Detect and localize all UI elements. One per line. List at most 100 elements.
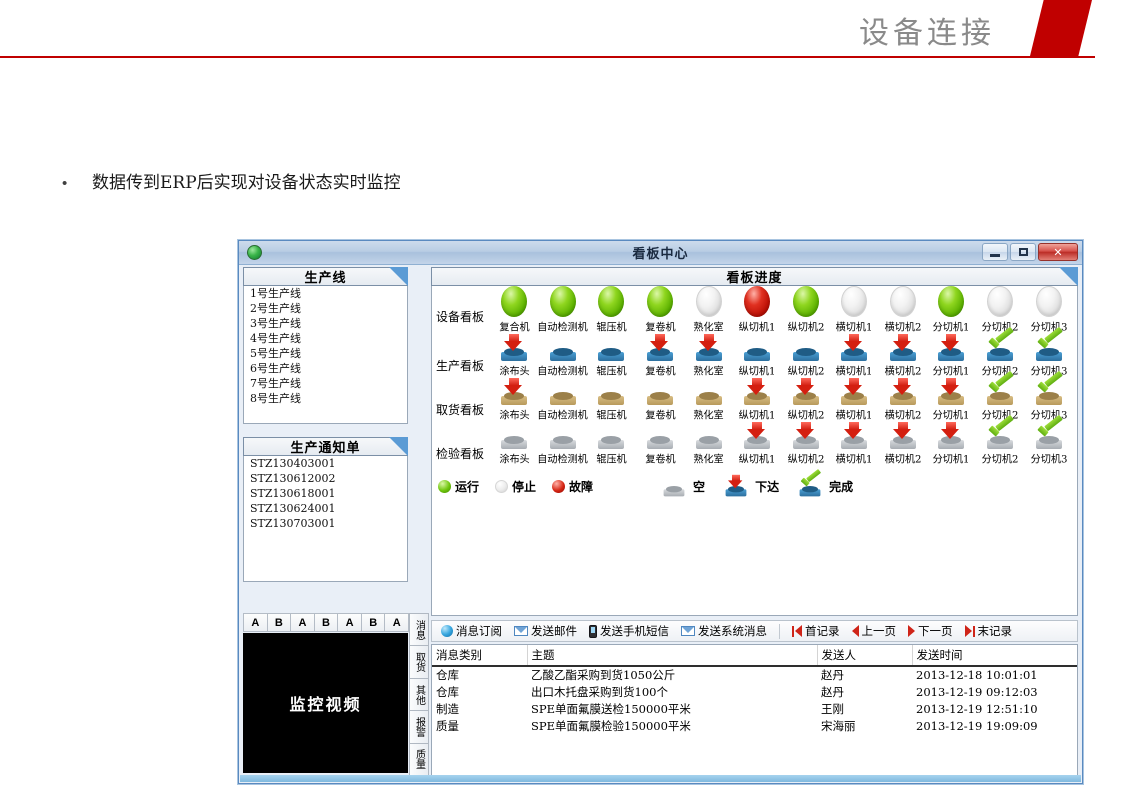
kanban-station-cell[interactable]: 纵切机1: [733, 378, 782, 423]
kanban-station-cell[interactable]: 熟化室: [684, 379, 733, 423]
kanban-station-cell[interactable]: 纵切机2: [781, 286, 830, 335]
table-row[interactable]: 质量 SPE单面氟膜检验150000平米 宋海丽 2013-12-19 19:09:0…: [432, 718, 1077, 735]
camera-channel-button[interactable]: A: [243, 613, 268, 632]
camera-channel-button[interactable]: A: [337, 613, 362, 632]
prev-page-label: 上一页: [861, 624, 897, 638]
camera-channel-button[interactable]: B: [266, 613, 292, 632]
camera-channel-button[interactable]: B: [313, 613, 339, 632]
maximize-button[interactable]: [1010, 243, 1036, 261]
kanban-station-cell[interactable]: 分切机1: [927, 378, 976, 423]
column-header-sender[interactable]: 发送人: [817, 645, 913, 667]
list-item[interactable]: STZ130703001: [250, 517, 336, 530]
vertical-tab[interactable]: 报警: [409, 710, 429, 744]
table-row[interactable]: 仓库 出口木托盘采购到货100个 赵丹 2013-12-19 09:12:03: [432, 684, 1077, 701]
minimize-button[interactable]: [982, 243, 1008, 261]
surveillance-video-panel[interactable]: 监控视频: [243, 633, 408, 773]
kanban-station-cell[interactable]: 自动检测机: [538, 335, 588, 379]
kanban-station-cell[interactable]: 横切机1: [830, 422, 879, 467]
list-item[interactable]: 1号生产线: [250, 287, 301, 300]
list-item[interactable]: 6号生产线: [250, 362, 301, 375]
column-header-subject[interactable]: 主题: [527, 645, 818, 667]
kanban-station-cell[interactable]: 辊压机: [587, 286, 636, 335]
vertical-tab[interactable]: 消息: [409, 613, 429, 647]
kanban-station-cell[interactable]: 纵切机2: [781, 378, 830, 423]
first-record-button[interactable]: 首记录: [787, 622, 845, 640]
kanban-station-cell[interactable]: 纵切机1: [733, 335, 782, 379]
kanban-station-cell[interactable]: 复卷机: [636, 379, 685, 423]
kanban-station-cell[interactable]: 复卷机: [636, 286, 685, 335]
list-item[interactable]: 2号生产线: [250, 302, 301, 315]
kanban-station-cell[interactable]: 复卷机: [636, 334, 685, 379]
kanban-station-cell[interactable]: 辊压机: [587, 379, 636, 423]
kanban-station-cell[interactable]: 分切机1: [927, 334, 976, 379]
kanban-station-cell[interactable]: 纵切机1: [733, 286, 782, 335]
message-table[interactable]: 消息类别 主题 发送人 发送时间 仓库 乙酸乙酯采购到货1050公斤 赵丹 2013-…: [431, 644, 1078, 779]
camera-channel-button[interactable]: A: [384, 613, 410, 632]
kanban-station-cell[interactable]: 涂布头: [490, 334, 539, 379]
table-row[interactable]: 制造 SPE单面氟膜送检150000平米 王刚 2013-12-19 12:51:10: [432, 701, 1077, 718]
kanban-station-cell[interactable]: 分切机1: [927, 422, 976, 467]
kanban-station-cell[interactable]: 分切机1: [927, 286, 976, 335]
camera-channel-button[interactable]: A: [290, 613, 315, 632]
column-header-time[interactable]: 发送时间: [912, 645, 1077, 667]
kanban-station-cell[interactable]: 分切机2: [976, 370, 1025, 423]
kanban-station-cell[interactable]: 熟化室: [684, 334, 733, 379]
vertical-tab[interactable]: 其他: [409, 677, 429, 712]
window-titlebar[interactable]: 看板中心 ✕: [239, 241, 1082, 265]
kanban-station-cell[interactable]: 纵切机2: [781, 335, 830, 379]
list-item[interactable]: 8号生产线: [250, 392, 301, 405]
kanban-station-cell[interactable]: 纵切机2: [781, 422, 830, 467]
subscribe-message-button[interactable]: 消息订阅: [436, 622, 507, 640]
kanban-station-cell[interactable]: 复合机: [490, 286, 539, 335]
kanban-station-cell[interactable]: 熟化室: [684, 423, 733, 467]
send-email-button[interactable]: 发送邮件: [509, 622, 582, 640]
kanban-station-cell[interactable]: 横切机1: [830, 334, 879, 379]
list-item[interactable]: STZ130403001: [250, 457, 336, 470]
kanban-station-cell[interactable]: 纵切机1: [733, 422, 782, 467]
column-header-category[interactable]: 消息类别: [432, 645, 528, 667]
close-button[interactable]: ✕: [1038, 243, 1078, 261]
production-notice-list[interactable]: STZ130403001 STZ130612002 STZ130618001 S…: [243, 456, 408, 582]
minimize-icon: [990, 254, 1000, 257]
kanban-station-cell[interactable]: 分切机3: [1024, 326, 1073, 379]
kanban-station-cell[interactable]: 横切机2: [879, 378, 928, 423]
list-item[interactable]: STZ130618001: [250, 487, 336, 500]
send-sms-button[interactable]: 发送手机短信: [584, 622, 674, 640]
production-line-list[interactable]: 1号生产线 2号生产线 3号生产线 4号生产线 5号生产线 6号生产线 7号生产…: [243, 286, 408, 424]
last-record-button[interactable]: 末记录: [960, 622, 1018, 640]
kanban-station-cell[interactable]: 分切机3: [1024, 414, 1073, 467]
next-page-button[interactable]: 下一页: [903, 622, 958, 640]
kanban-station-cell[interactable]: 自动检测机: [538, 286, 588, 335]
list-item[interactable]: STZ130612002: [250, 472, 336, 485]
kanban-station-cell[interactable]: 分切机2: [976, 326, 1025, 379]
kanban-station-cell[interactable]: 分切机3: [1024, 370, 1073, 423]
kanban-station-cell[interactable]: 辊压机: [587, 335, 636, 379]
send-system-message-button[interactable]: 发送系统消息: [676, 622, 772, 640]
kanban-station-cell[interactable]: 横切机1: [830, 378, 879, 423]
kanban-station-cell[interactable]: 横切机1: [830, 286, 879, 335]
kanban-station-cell[interactable]: 熟化室: [684, 286, 733, 335]
kanban-station-cell[interactable]: 横切机2: [879, 422, 928, 467]
list-item[interactable]: 4号生产线: [250, 332, 301, 345]
table-row[interactable]: 仓库 乙酸乙酯采购到货1050公斤 赵丹 2013-12-18 10:01:01: [432, 666, 1077, 684]
kanban-station-cell[interactable]: 横切机2: [879, 286, 928, 335]
vertical-tab[interactable]: 取货: [409, 645, 429, 679]
list-item[interactable]: 7号生产线: [250, 377, 301, 390]
kanban-station-cell[interactable]: 分切机3: [1024, 286, 1073, 335]
kanban-station-cell[interactable]: 涂布头: [490, 378, 539, 423]
kanban-station-cell[interactable]: 自动检测机: [538, 379, 588, 423]
kanban-station-cell[interactable]: 分切机2: [976, 286, 1025, 335]
list-item[interactable]: STZ130624001: [250, 502, 336, 515]
tray-down-icon: [742, 422, 772, 449]
vertical-tab[interactable]: 质量: [409, 742, 429, 777]
list-item[interactable]: 3号生产线: [250, 317, 301, 330]
kanban-station-cell[interactable]: 横切机2: [879, 334, 928, 379]
kanban-station-cell[interactable]: 分切机2: [976, 414, 1025, 467]
list-item[interactable]: 5号生产线: [250, 347, 301, 360]
camera-channel-button[interactable]: B: [360, 613, 386, 632]
prev-page-button[interactable]: 上一页: [847, 622, 902, 640]
kanban-station-cell[interactable]: 辊压机: [587, 423, 636, 467]
kanban-station-cell[interactable]: 复卷机: [636, 423, 685, 467]
kanban-station-cell[interactable]: 自动检测机: [538, 423, 588, 467]
kanban-station-cell[interactable]: 涂布头: [490, 423, 539, 467]
